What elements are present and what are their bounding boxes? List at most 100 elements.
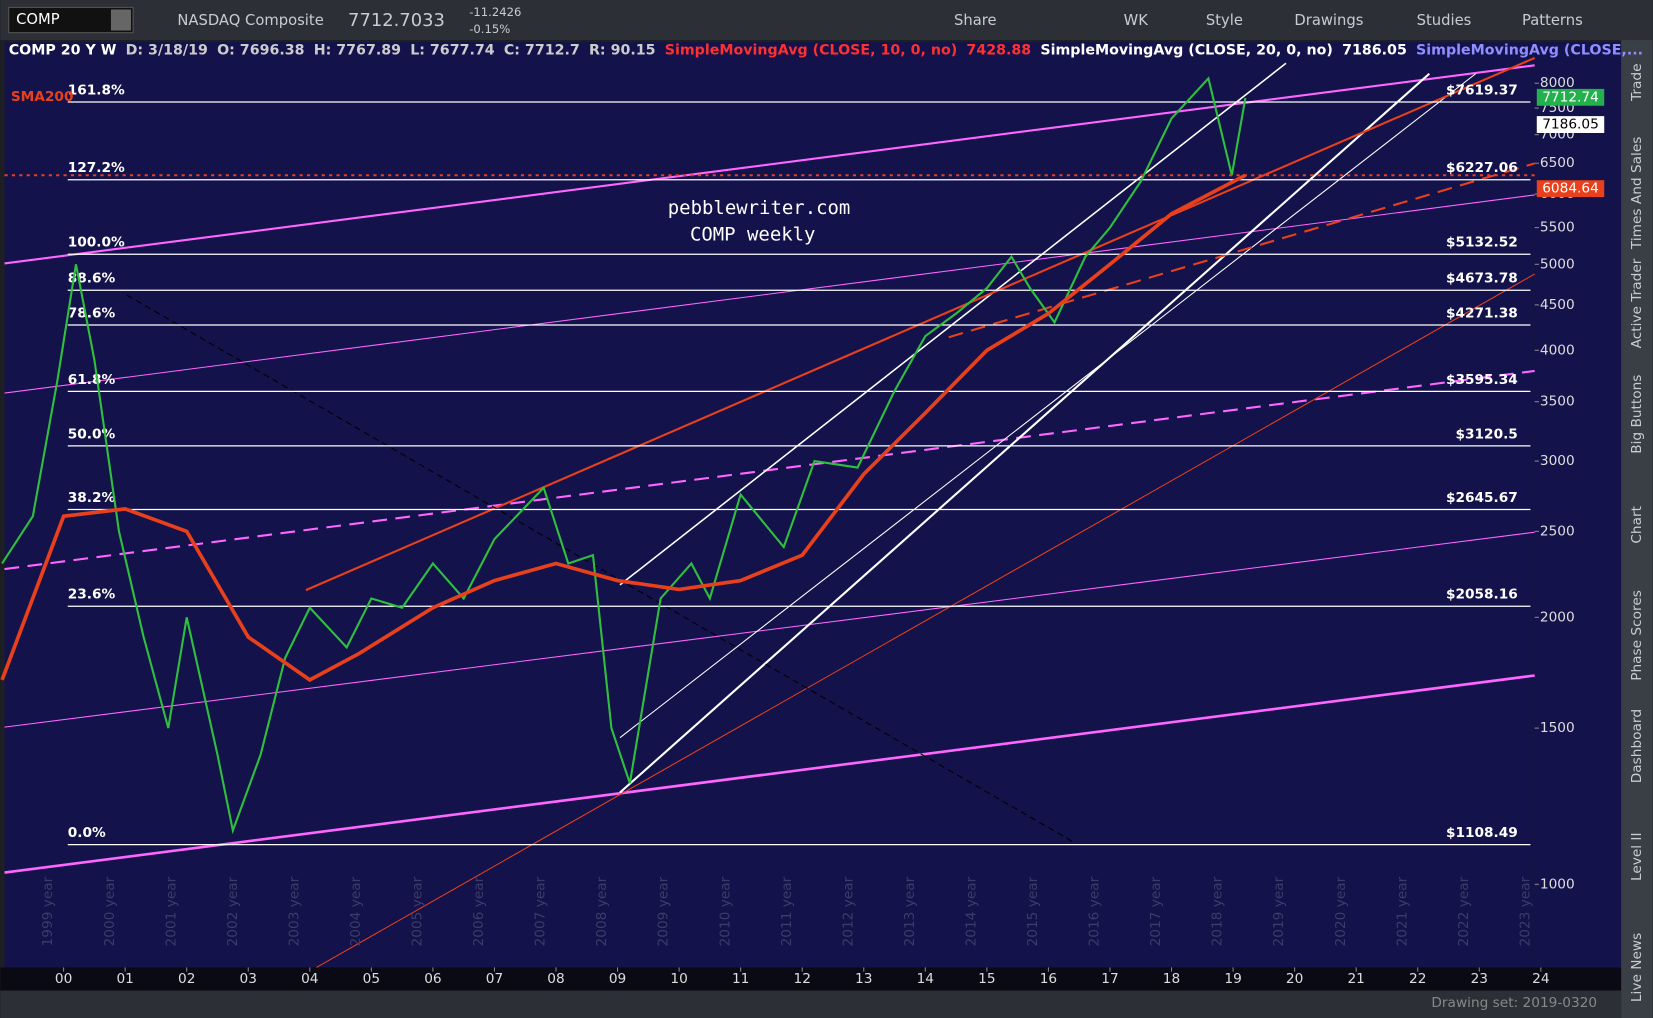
y-tick-label: 4000 [1540, 342, 1575, 358]
fib-label: 127.2% [68, 160, 125, 176]
drawings-button[interactable]: Drawings [1294, 12, 1363, 29]
x-tick-label: 09 [609, 971, 626, 987]
fib-price: $4673.78 [1446, 271, 1518, 287]
year-label: 2012 year [840, 876, 856, 946]
x-tick-label: 04 [301, 971, 318, 987]
year-label: 2008 year [594, 876, 610, 946]
trend-line [4, 531, 1535, 728]
time-axis [0, 967, 1622, 991]
plot-area [4, 42, 1535, 968]
fib-label: 38.2% [68, 490, 116, 506]
fib-price: $6227.06 [1446, 160, 1518, 176]
fib-price: $7619.37 [1446, 82, 1518, 98]
chart: 1999 year 2000 year 2001 year 2002 year 2003… [0, 56, 1536, 968]
y-tick-label: 3000 [1540, 453, 1575, 469]
year-label: 2020 year [1333, 876, 1349, 946]
watermark: pebblewriter.com [668, 197, 851, 219]
instrument-name: NASDAQ Composite [177, 12, 323, 29]
series-line [1, 76, 1247, 835]
sma-label: SimpleMovingAvg (CLOSE, 20, 0, no) [1040, 43, 1333, 59]
x-tick-label: 10 [670, 971, 687, 987]
side-tab[interactable]: Big Buttons [1629, 375, 1645, 454]
year-label: 2022 year [1456, 876, 1472, 946]
price-tag-label: 6084.64 [1542, 181, 1599, 197]
symbol-dropdown[interactable] [110, 9, 131, 31]
year-label: 2010 year [717, 876, 733, 946]
side-tab[interactable]: Phase Scores [1629, 590, 1645, 681]
chart-header: COMP 20 Y W D: 3/18/19 O: 7696.38 H: 776… [9, 43, 1643, 59]
patterns-button[interactable]: Patterns [1522, 12, 1583, 29]
year-label: 2013 year [902, 876, 918, 946]
sma-tag: SMA200 [11, 89, 74, 105]
range: R: 90.15 [589, 43, 656, 59]
x-tick-label: 14 [917, 971, 934, 987]
studies-button[interactable]: Studies [1417, 12, 1472, 29]
price-tag [1536, 180, 1605, 198]
x-tick-label: 19 [1224, 971, 1241, 987]
x-tick-label: 08 [547, 971, 564, 987]
fib-label: 161.8% [68, 82, 125, 98]
side-tab[interactable]: Trade [1629, 63, 1645, 101]
side-tab[interactable]: Times And Sales [1629, 137, 1645, 251]
year-label: 2019 year [1271, 876, 1287, 946]
sma-label: SimpleMovingAvg (CLOSE,... [1416, 43, 1643, 59]
year-label: 2014 year [963, 876, 979, 946]
open: O: 7696.38 [217, 43, 305, 59]
channel-line [619, 73, 1476, 739]
fib-label: 78.6% [68, 305, 116, 321]
toolbar [0, 0, 1653, 41]
fib-label: 0.0% [68, 825, 106, 841]
price-tag-label: 7186.05 [1542, 117, 1599, 133]
x-tick-label: 01 [116, 971, 133, 987]
series-line [0, 173, 1247, 683]
sma-label: SimpleMovingAvg (CLOSE, 10, 0, no) [665, 43, 958, 59]
fib-label: 50.0% [68, 426, 116, 442]
date: D: 3/18/19 [126, 43, 208, 59]
x-tick-label: 12 [794, 971, 811, 987]
year-label: 1999 year [40, 876, 56, 946]
y-tick-label: 2000 [1540, 609, 1575, 625]
side-tab[interactable]: Live News [1629, 933, 1645, 1002]
x-tick-label: 21 [1347, 971, 1364, 987]
year-label: 2004 year [348, 876, 364, 946]
year-label: 2023 year [1517, 876, 1533, 946]
side-tab[interactable]: Chart [1629, 505, 1645, 543]
fib-price: $5132.52 [1446, 235, 1518, 251]
year-label: 2011 year [779, 876, 795, 946]
x-tick-label: 03 [240, 971, 257, 987]
style-button[interactable]: Style [1206, 12, 1243, 29]
side-tab[interactable]: Level II [1629, 832, 1645, 881]
x-tick-label: 18 [1163, 971, 1180, 987]
x-tick-label: 22 [1409, 971, 1426, 987]
channel-line [619, 62, 1287, 586]
channel-line [619, 72, 1430, 794]
share-button[interactable]: Share [954, 12, 997, 29]
chart-id: COMP 20 Y W [9, 43, 117, 59]
y-tick-label: 4500 [1540, 297, 1575, 313]
y-tick-label: 8000 [1540, 75, 1575, 91]
side-tab[interactable]: Active Trader [1629, 258, 1645, 348]
y-tick-label: 1500 [1540, 720, 1575, 736]
year-label: 2005 year [410, 876, 426, 946]
close: C: 7712.7 [504, 43, 580, 59]
price-tag-label: 7712.74 [1542, 89, 1599, 105]
high: H: 7767.89 [314, 43, 401, 59]
y-tick-label: 1000 [1540, 876, 1575, 892]
side-tab[interactable]: Dashboard [1629, 709, 1645, 783]
fib-price: $3595.34 [1446, 372, 1518, 388]
year-label: 2021 year [1394, 876, 1410, 946]
sma-value: 7186.05 [1342, 43, 1407, 59]
fib-label: 23.6% [68, 587, 116, 603]
y-tick-label: 5000 [1540, 256, 1575, 272]
trend-line [4, 674, 1535, 874]
trend-line [4, 369, 1535, 571]
fib-label: 61.8% [68, 372, 116, 388]
x-tick-label: 20 [1286, 971, 1303, 987]
period-button[interactable]: WK [1124, 12, 1149, 29]
symbol: COMP [16, 11, 60, 28]
trend-line [4, 194, 1535, 394]
year-label: 2007 year [533, 876, 549, 946]
year-label: 2018 year [1210, 876, 1226, 946]
